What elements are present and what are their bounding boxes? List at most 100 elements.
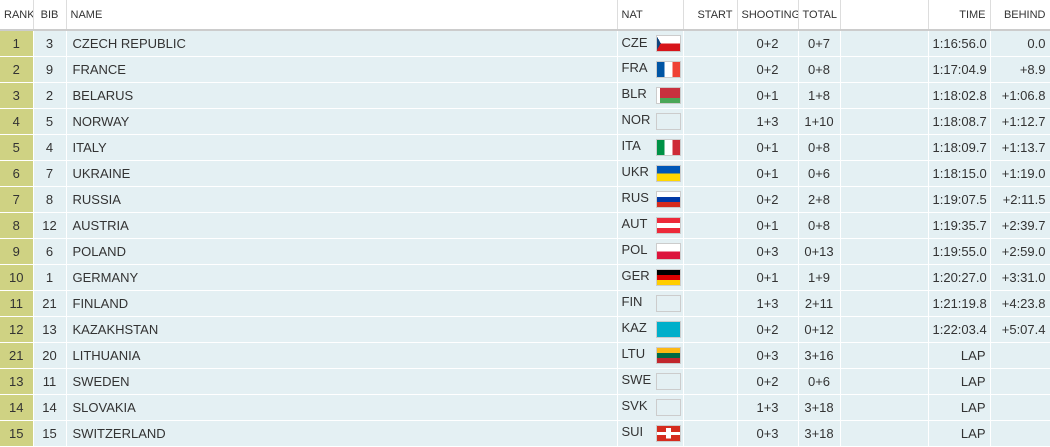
nat-code: CZE — [621, 34, 648, 50]
start-cell — [683, 368, 738, 395]
time-cell: LAP — [928, 394, 991, 421]
result-row[interactable]: 14 14 SLOVAKIA SVK 1+3 3+18 LAP — [0, 394, 1050, 421]
bib-cell: 6 — [33, 238, 67, 265]
name-cell: BELARUS — [66, 82, 618, 109]
flag-icon — [655, 294, 681, 312]
header-cell[interactable]: SHOOTING — [737, 0, 799, 31]
header-cell[interactable]: RANK — [0, 0, 34, 31]
rank-cell: 4 — [0, 108, 34, 135]
behind-cell: 0.0 — [990, 30, 1050, 57]
result-row[interactable]: 6 7 UKRAINE UKR 0+1 0+6 1:18:15.0 +1:19.0 — [0, 160, 1050, 187]
spacer-cell — [840, 394, 929, 421]
total-cell: 1+9 — [798, 264, 841, 291]
total-cell: 3+18 — [798, 420, 841, 447]
spacer-cell — [840, 238, 929, 265]
result-row[interactable]: 10 1 GERMANY GER 0+1 1+9 1:20:27.0 +3:31.0 — [0, 264, 1050, 291]
result-row[interactable]: 3 2 BELARUS BLR 0+1 1+8 1:18:02.8 +1:06.8 — [0, 82, 1050, 109]
bib-cell: 9 — [33, 56, 67, 83]
behind-cell: +2:11.5 — [990, 186, 1050, 213]
rank-cell: 14 — [0, 394, 34, 421]
nat-cell: GER — [617, 264, 684, 291]
start-cell — [683, 394, 738, 421]
name-cell: SLOVAKIA — [66, 394, 618, 421]
time-cell: 1:17:04.9 — [928, 56, 991, 83]
header-cell[interactable]: NAT — [617, 0, 684, 31]
name-cell: SWITZERLAND — [66, 420, 618, 447]
spacer-cell — [840, 134, 929, 161]
flag-icon — [655, 60, 681, 78]
name-cell: AUSTRIA — [66, 212, 618, 239]
result-row[interactable]: 8 12 AUSTRIA AUT 0+1 0+8 1:19:35.7 +2:39.7 — [0, 212, 1050, 239]
behind-cell — [990, 342, 1050, 369]
behind-cell — [990, 394, 1050, 421]
result-row[interactable]: 2 9 FRANCE FRA 0+2 0+8 1:17:04.9 +8.9 — [0, 56, 1050, 83]
nat-code: UKR — [621, 164, 649, 180]
behind-cell: +1:06.8 — [990, 82, 1050, 109]
flag-icon — [655, 398, 681, 416]
header-cell[interactable]: BEHIND — [990, 0, 1050, 31]
start-cell — [683, 420, 738, 447]
nat-cell: SUI — [617, 420, 684, 447]
header-cell[interactable]: BIB — [33, 0, 67, 31]
spacer-cell — [840, 186, 929, 213]
behind-cell: +1:12.7 — [990, 108, 1050, 135]
result-row[interactable]: 4 5 NORWAY NOR 1+3 1+10 1:18:08.7 +1:12.7 — [0, 108, 1050, 135]
start-cell — [683, 160, 738, 187]
nat-code: SUI — [621, 424, 644, 440]
shooting-cell: 0+2 — [737, 316, 799, 343]
name-cell: NORWAY — [66, 108, 618, 135]
time-cell: 1:19:55.0 — [928, 238, 991, 265]
rank-cell: 12 — [0, 316, 34, 343]
shooting-cell: 0+2 — [737, 30, 799, 57]
behind-cell: +1:13.7 — [990, 134, 1050, 161]
rank-cell: 2 — [0, 56, 34, 83]
result-row[interactable]: 21 20 LITHUANIA LTU 0+3 3+16 LAP — [0, 342, 1050, 369]
header-spacer — [840, 0, 929, 31]
time-cell: 1:18:02.8 — [928, 82, 991, 109]
rank-cell: 10 — [0, 264, 34, 291]
nat-cell: POL — [617, 238, 684, 265]
header-cell[interactable]: NAME — [66, 0, 618, 31]
start-cell — [683, 342, 738, 369]
header-cell[interactable]: TIME — [928, 0, 991, 31]
flag-icon — [655, 34, 681, 52]
nat-cell: FRA — [617, 56, 684, 83]
result-row[interactable]: 13 11 SWEDEN SWE 0+2 0+6 LAP — [0, 368, 1050, 395]
start-cell — [683, 186, 738, 213]
rank-cell: 9 — [0, 238, 34, 265]
total-cell: 0+8 — [798, 134, 841, 161]
total-cell: 1+8 — [798, 82, 841, 109]
header-cell[interactable]: START — [683, 0, 738, 31]
spacer-cell — [840, 264, 929, 291]
nat-cell: RUS — [617, 186, 684, 213]
shooting-cell: 1+3 — [737, 290, 799, 317]
shooting-cell: 1+3 — [737, 108, 799, 135]
header-cell[interactable]: TOTAL — [798, 0, 841, 31]
rank-cell: 11 — [0, 290, 34, 317]
result-row[interactable]: 11 21 FINLAND FIN 1+3 2+11 1:21:19.8 +4:23.8 — [0, 290, 1050, 317]
name-cell: UKRAINE — [66, 160, 618, 187]
start-cell — [683, 82, 738, 109]
result-row[interactable]: 5 4 ITALY ITA 0+1 0+8 1:18:09.7 +1:13.7 — [0, 134, 1050, 161]
nat-code: SVK — [621, 398, 648, 414]
name-cell: LITHUANIA — [66, 342, 618, 369]
bib-cell: 5 — [33, 108, 67, 135]
spacer-cell — [840, 290, 929, 317]
time-cell: 1:16:56.0 — [928, 30, 991, 57]
time-cell: 1:22:03.4 — [928, 316, 991, 343]
behind-cell — [990, 420, 1050, 447]
result-row[interactable]: 9 6 POLAND POL 0+3 0+13 1:19:55.0 +2:59.0 — [0, 238, 1050, 265]
flag-icon — [655, 190, 681, 208]
behind-cell: +2:59.0 — [990, 238, 1050, 265]
spacer-cell — [840, 108, 929, 135]
spacer-cell — [840, 316, 929, 343]
time-cell: 1:19:07.5 — [928, 186, 991, 213]
result-row[interactable]: 12 13 KAZAKHSTAN KAZ 0+2 0+12 1:22:03.4 +5:07.4 — [0, 316, 1050, 343]
behind-cell: +4:23.8 — [990, 290, 1050, 317]
result-row[interactable]: 7 8 RUSSIA RUS 0+2 2+8 1:19:07.5 +2:11.5 — [0, 186, 1050, 213]
nat-code: ITA — [621, 138, 641, 154]
bib-cell: 11 — [33, 368, 67, 395]
result-row[interactable]: 15 15 SWITZERLAND SUI 0+3 3+18 LAP — [0, 420, 1050, 447]
shooting-cell: 0+3 — [737, 238, 799, 265]
result-row[interactable]: 1 3 CZECH REPUBLIC CZE 0+2 0+7 1:16:56.0 0.0 — [0, 30, 1050, 57]
